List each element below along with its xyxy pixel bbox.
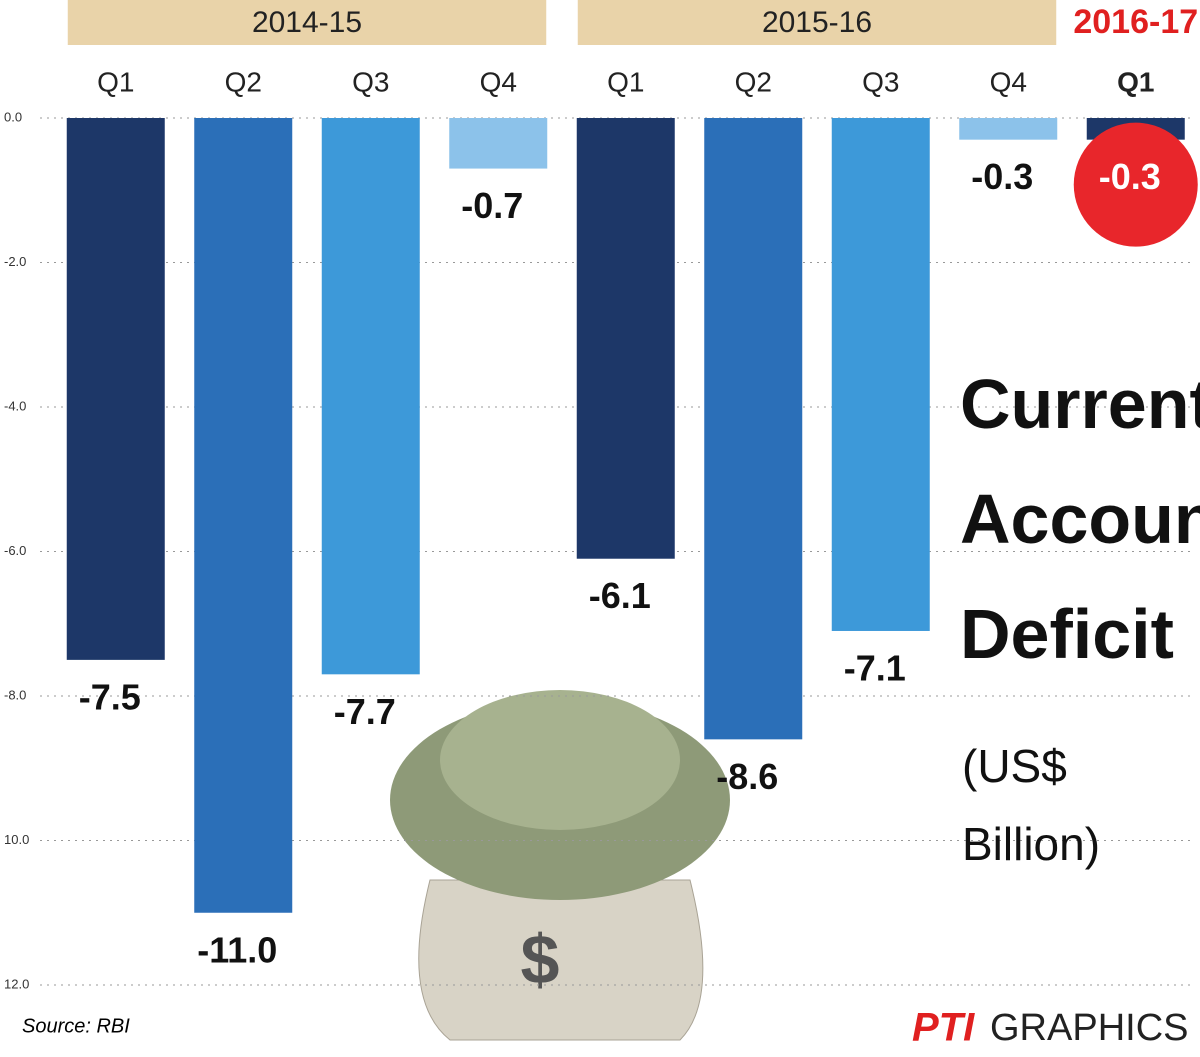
group-band [577, 0, 1057, 45]
value-label: -0.3 [971, 156, 1033, 197]
value-label: -7.5 [79, 676, 141, 717]
x-tick-label: Q4 [990, 66, 1027, 97]
x-tick-label: Q1 [1117, 66, 1154, 97]
group-label: 2014-15 [252, 6, 362, 39]
money-bag: $ [390, 690, 730, 1041]
credit-mark: PTI [912, 1006, 975, 1050]
x-tick-label: Q4 [480, 66, 517, 97]
bar [321, 118, 420, 675]
x-tick-label: Q2 [735, 66, 772, 97]
svg-text:$: $ [521, 920, 560, 998]
bar [831, 118, 930, 631]
value-label: -7.7 [334, 691, 396, 732]
group-label: 2015-16 [762, 6, 872, 39]
credit-text: GRAPHICS [990, 1007, 1188, 1049]
x-tick-label: Q2 [225, 66, 262, 97]
value-label: -0.7 [461, 185, 523, 226]
bar [194, 118, 293, 913]
x-tick-label: Q1 [607, 66, 644, 97]
value-label: -6.1 [589, 575, 651, 616]
y-tick-label: 0.0 [4, 109, 22, 124]
y-tick-label: 12.0 [4, 976, 29, 991]
bar [959, 118, 1058, 140]
x-tick-label: Q3 [352, 66, 389, 97]
chart-subtitle: (US$ Billion) [962, 740, 1100, 870]
x-tick-label: Q1 [97, 66, 134, 97]
y-tick-label: -6.0 [4, 543, 26, 558]
x-tick-label: Q3 [862, 66, 899, 97]
y-tick-label: 10.0 [4, 832, 29, 847]
value-label: -8.6 [716, 756, 778, 797]
group-label: 2016-17 [1073, 3, 1198, 41]
bar [576, 118, 675, 559]
highlight-circle [1073, 122, 1198, 247]
bar [66, 118, 165, 660]
chart-title: CurrentAccountDeficit [960, 365, 1200, 673]
value-label: -11.0 [197, 929, 277, 970]
value-label: -0.3 [1099, 156, 1161, 197]
bar [449, 118, 548, 169]
source: Source: RBI [22, 1015, 130, 1037]
y-tick-label: -4.0 [4, 398, 26, 413]
value-label: -7.1 [844, 647, 906, 688]
group-band [67, 0, 547, 45]
bar [704, 118, 803, 740]
y-tick-label: -2.0 [4, 254, 26, 269]
y-tick-label: -8.0 [4, 687, 26, 702]
